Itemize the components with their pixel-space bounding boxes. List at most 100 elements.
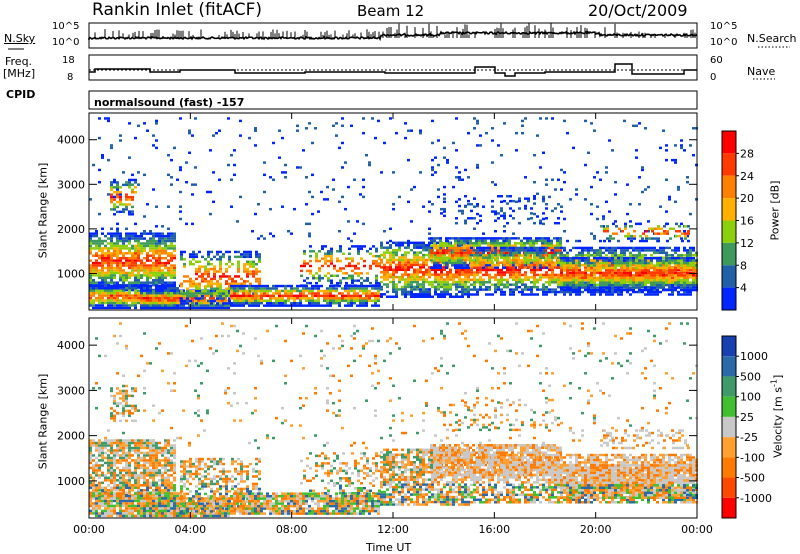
power-cell (590, 288, 593, 292)
power-cell (557, 246, 560, 250)
power-cell (506, 285, 509, 289)
power-cell (380, 241, 383, 245)
power-cell (263, 284, 266, 288)
power-cell (488, 288, 491, 291)
power-cell (518, 249, 521, 252)
power-cell (422, 253, 425, 257)
power-cell (234, 275, 237, 278)
power-cell (650, 286, 653, 289)
power-cell (430, 244, 433, 247)
power-cell (623, 269, 626, 272)
power-cell (404, 136, 407, 140)
power-cell (512, 271, 515, 274)
power-cell (92, 304, 95, 307)
power-cell (249, 265, 252, 268)
power-cell (440, 290, 443, 294)
power-cell (164, 284, 167, 288)
power-cell (431, 273, 434, 276)
power-cell (650, 271, 653, 275)
power-cell (164, 274, 167, 277)
power-cell (689, 268, 692, 272)
power-cell (92, 269, 95, 272)
power-cell (563, 269, 566, 272)
power-cell (107, 256, 110, 260)
power-cell (243, 253, 246, 256)
power-cell (560, 290, 563, 294)
power-cell (149, 242, 152, 245)
power-cell (677, 293, 680, 296)
power-cell (332, 297, 335, 300)
power-cell (454, 251, 457, 255)
power-cell (605, 293, 608, 296)
power-cell (161, 306, 164, 310)
power-cell (644, 274, 647, 277)
power-cell (431, 261, 434, 264)
power-cell (433, 239, 436, 243)
power-cell (95, 274, 98, 277)
power-cell (318, 277, 321, 280)
power-cell (496, 244, 499, 247)
power-cell (186, 287, 189, 290)
power-cell (430, 254, 433, 257)
power-cell (183, 258, 186, 261)
power-cell (122, 237, 125, 240)
power-cell (464, 256, 467, 259)
power-cell (227, 306, 230, 310)
power-cell (116, 188, 119, 191)
power-cell (233, 294, 236, 298)
power-cell (104, 244, 107, 248)
power-cell (545, 263, 548, 267)
power-cell (536, 261, 539, 264)
power-cell (551, 261, 554, 264)
power-cell (488, 254, 491, 257)
power-cell (440, 273, 443, 276)
power-cell (179, 304, 182, 307)
power-cell (344, 297, 347, 300)
power-cell (152, 289, 155, 292)
power-cell (467, 288, 470, 291)
power-cell (293, 289, 296, 293)
power-cell (146, 203, 149, 206)
power-cell (473, 127, 476, 130)
power-cell (608, 279, 611, 282)
power-cell (590, 271, 593, 275)
power-cell (416, 268, 419, 272)
power-cell (461, 271, 464, 274)
power-cell (131, 232, 134, 235)
power-cell (496, 251, 499, 255)
power-cell (149, 281, 152, 284)
power-cell (563, 266, 566, 270)
power-cell (452, 251, 455, 254)
power-cell (122, 256, 125, 260)
power-cell (278, 289, 281, 293)
power-cell (188, 129, 191, 132)
power-cell (539, 220, 542, 223)
power-cell (98, 212, 101, 216)
power-cell (404, 261, 407, 264)
power-cell (677, 254, 680, 257)
power-cell (219, 267, 222, 271)
power-cell (641, 271, 644, 275)
power-cell (434, 293, 437, 296)
power-cell (152, 254, 155, 257)
power-cell (584, 266, 587, 269)
power-cell (638, 264, 641, 267)
power-cell (333, 284, 336, 287)
power-cell (665, 246, 668, 250)
power-cell (653, 266, 656, 270)
power-cell (137, 254, 140, 257)
power-cell (98, 261, 101, 265)
power-cell (608, 266, 611, 270)
power-cell (353, 287, 356, 290)
power-cell (476, 278, 479, 282)
power-cell (497, 144, 500, 147)
power-cell (458, 178, 461, 181)
power-cell (629, 256, 632, 260)
power-cell (116, 239, 119, 243)
power-cell (203, 294, 206, 297)
power-cell (509, 288, 512, 291)
power-cell (509, 249, 512, 252)
power-cell (254, 212, 257, 216)
power-cell (164, 237, 167, 240)
power-cell (348, 284, 351, 287)
